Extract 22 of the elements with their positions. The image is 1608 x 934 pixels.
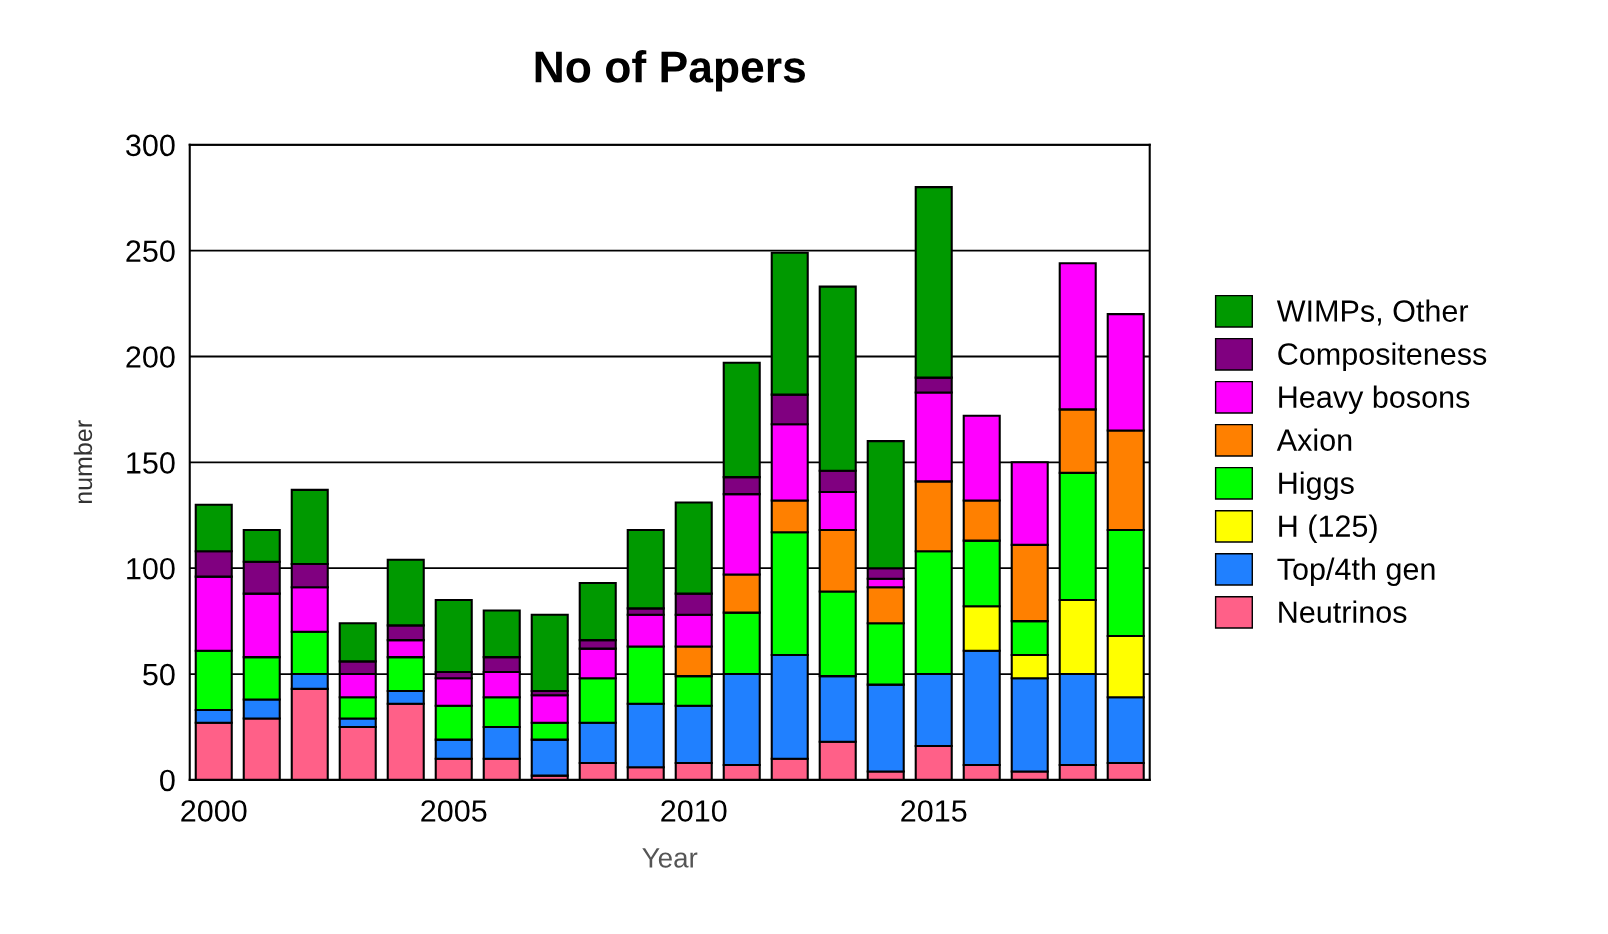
legend-label: H (125) <box>1279 514 1377 543</box>
legend-label: Compositeness <box>1278 342 1487 371</box>
y-tick-label: 50 <box>143 663 175 686</box>
legend-label: Axion <box>1276 428 1352 451</box>
legend-label: Top/4th gen <box>1277 557 1435 586</box>
y-tick-label: 200 <box>126 346 175 368</box>
x-tick-label: 2005 <box>421 800 487 822</box>
legend-label: Heavy bosons <box>1279 385 1470 414</box>
y-tick-label: 300 <box>126 134 175 157</box>
y-tick-label: 250 <box>126 240 175 262</box>
legend-label: WIMPs, Other <box>1276 299 1469 326</box>
legend-label: Higgs <box>1279 471 1354 500</box>
y-tick-label: 0 <box>160 769 175 792</box>
legend-label: Neutrinos <box>1279 600 1407 623</box>
y-tick-label: 150 <box>127 452 175 474</box>
y-axis-title: number <box>73 420 93 504</box>
chart-title: No of Papers <box>535 50 805 92</box>
y-tick-label: 100 <box>127 557 175 580</box>
x-tick-label: 2010 <box>661 800 727 822</box>
x-tick-label: 2015 <box>901 800 967 822</box>
x-axis-title: Year <box>642 848 698 868</box>
x-tick-label: 2000 <box>181 800 247 822</box>
